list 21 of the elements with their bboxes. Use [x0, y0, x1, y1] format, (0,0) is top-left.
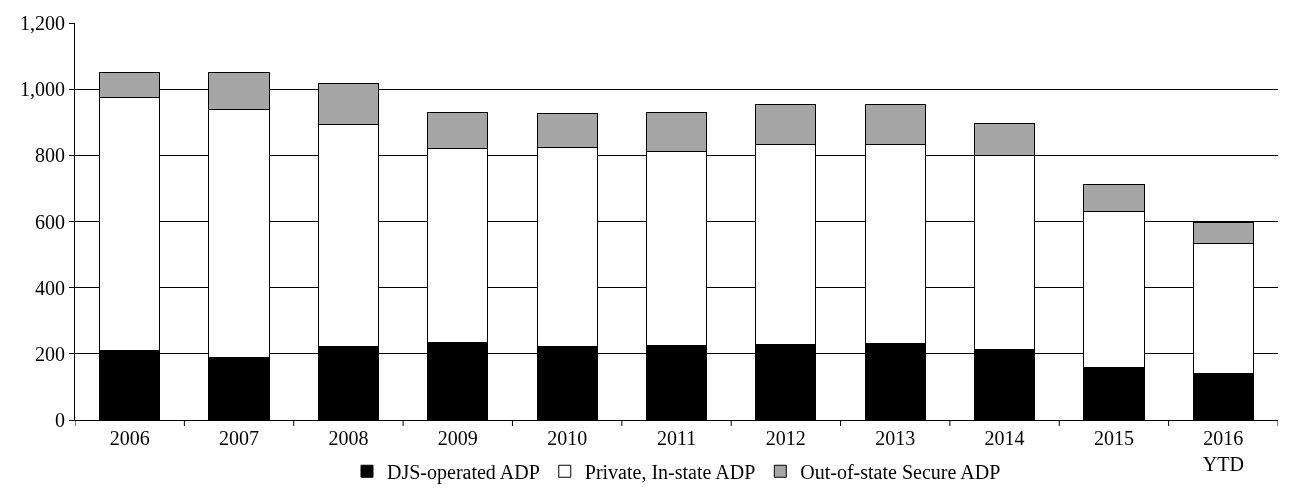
x-tick-label: 2011 — [656, 427, 697, 449]
y-tick-label: 1,200 — [20, 12, 65, 34]
x-tick-label: 2015 — [1093, 427, 1134, 449]
x-tick-label: 2009 — [437, 427, 478, 449]
x-tick-label: 2012 — [765, 427, 806, 449]
x-tick-label: 2016 YTD — [1202, 427, 1244, 475]
legend-label: Out-of-state Secure ADP — [800, 461, 1001, 484]
x-tick-label: 2013 — [875, 427, 916, 449]
y-tick-label: 800 — [35, 144, 65, 167]
y-tick-label: 200 — [35, 342, 65, 365]
y-tick-label: 400 — [35, 276, 65, 299]
x-tick-label: 2010 — [547, 427, 588, 449]
legend-label: DJS-operated ADP — [387, 461, 540, 485]
y-tick-label: 0 — [55, 409, 65, 431]
y-tick-label: 1,000 — [20, 78, 65, 101]
y-tick-label: 600 — [35, 210, 65, 233]
x-tick-label: 2008 — [328, 427, 369, 449]
legend-label: Private, In-state ADP — [584, 461, 756, 484]
x-tick-label: 2007 — [219, 427, 260, 449]
x-tick-label: 2006 — [109, 427, 150, 449]
x-tick-label: 2014 — [984, 427, 1025, 449]
